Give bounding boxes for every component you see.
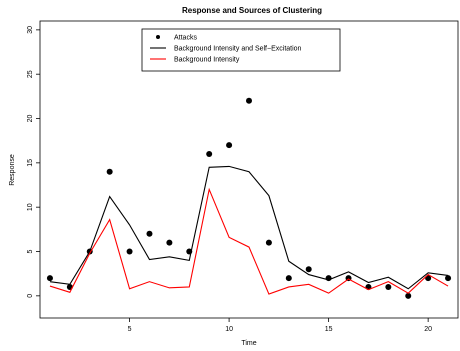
x-tick-label: 5 — [128, 326, 132, 333]
y-tick-label: 15 — [27, 159, 34, 167]
attack-point — [166, 239, 173, 246]
y-tick-label: 25 — [27, 70, 34, 78]
plot-frame — [39, 20, 459, 319]
attack-point — [106, 168, 113, 175]
attack-point — [385, 283, 392, 290]
legend-box — [141, 28, 341, 72]
attack-point — [305, 266, 312, 273]
x-tick-label: 20 — [424, 326, 432, 333]
legend-label-1: Background Intensity and Self−Excitation — [174, 46, 302, 53]
y-axis-label: Response — [9, 154, 16, 186]
attack-point — [246, 97, 252, 104]
chart-title: Response and Sources of Clustering — [182, 6, 322, 15]
attack-point — [46, 275, 53, 282]
series-line-2 — [49, 187, 449, 295]
y-tick-label: 30 — [27, 26, 34, 34]
attack-point — [405, 292, 412, 299]
y-axis: 0 5 10 15 20 25 30 — [27, 26, 40, 298]
legend-marker — [156, 35, 160, 39]
series-layer — [46, 97, 452, 299]
legend-label-2: Background Intensity — [174, 57, 240, 64]
x-tick-label: 15 — [325, 326, 333, 333]
attack-point — [146, 230, 153, 237]
y-tick-label: 0 — [27, 294, 34, 298]
attack-point — [126, 248, 133, 255]
attack-point — [265, 239, 272, 246]
x-axis: 5 10 15 20 — [128, 318, 432, 333]
legend: Attacks Background Intensity and Self−Exc… — [141, 28, 341, 72]
attack-point — [285, 275, 292, 282]
y-tick-label: 10 — [27, 203, 34, 211]
x-axis-label: Time — [241, 340, 256, 347]
x-tick-label: 10 — [225, 326, 233, 333]
y-tick-label: 20 — [27, 115, 34, 123]
attack-point — [206, 150, 213, 157]
y-tick-label: 5 — [27, 249, 34, 253]
attack-point — [445, 275, 452, 282]
legend-label-0: Attacks — [174, 35, 197, 42]
series-line-1 — [49, 165, 449, 290]
attack-point — [226, 142, 233, 149]
